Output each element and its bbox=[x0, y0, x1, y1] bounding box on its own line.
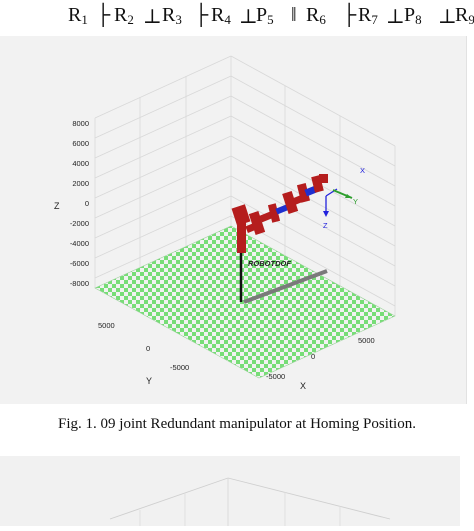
joint-p5: P5 bbox=[256, 4, 274, 27]
z-tick: -6000 bbox=[70, 259, 89, 268]
z-axis: 8000 6000 4000 2000 0 -2000 -4000 -6000 … bbox=[54, 119, 89, 288]
z-tick: 4000 bbox=[72, 159, 89, 168]
frame-x-label: X bbox=[360, 166, 365, 175]
joint-symbol: ‖ bbox=[291, 4, 297, 26]
manipulator-links bbox=[231, 174, 328, 253]
joint-r9: R9 bbox=[455, 4, 474, 27]
y-axis: 5000 0 -5000 Y bbox=[98, 321, 189, 386]
joint-p8: P8 bbox=[404, 4, 422, 27]
rail bbox=[243, 269, 328, 304]
x-axis: 5000 0 -5000 X bbox=[266, 336, 375, 391]
joint-symbol: ⊥ bbox=[386, 6, 405, 28]
frame-z-label: Z bbox=[323, 221, 328, 230]
joint-symbol: ⊥ bbox=[438, 6, 457, 28]
plot-canvas: X Y Z ROBOTDOF 8000 6000 4000 2000 0 -20… bbox=[54, 55, 396, 391]
joint-symbol: ├ bbox=[194, 4, 209, 26]
joint-notation: R1 ├ R2 ⊥ R3 ├ R4 ⊥ P5 ‖ R6 ├ R7 ⊥ P8 ⊥ … bbox=[0, 0, 474, 32]
x-tick: 5000 bbox=[358, 336, 375, 345]
y-tick: 0 bbox=[146, 344, 150, 353]
robot-label: ROBOTDOF bbox=[248, 259, 291, 268]
joint-r4: R4 bbox=[211, 4, 231, 27]
z-tick: -4000 bbox=[70, 239, 89, 248]
joint-symbol: ├ bbox=[96, 4, 111, 26]
z-tick: -2000 bbox=[70, 219, 89, 228]
z-tick: -8000 bbox=[70, 279, 89, 288]
z-tick: 2000 bbox=[72, 179, 89, 188]
z-tick: 0 bbox=[85, 199, 89, 208]
next-figure-plot bbox=[0, 456, 460, 526]
y-axis-label: Y bbox=[146, 376, 152, 386]
joint-r2: R2 bbox=[114, 4, 134, 27]
robot-3d-plot: X Y Z ROBOTDOF 8000 6000 4000 2000 0 -20… bbox=[0, 36, 467, 404]
x-tick: 0 bbox=[311, 352, 315, 361]
next-figure-canvas bbox=[109, 477, 391, 526]
z-tick: 6000 bbox=[72, 139, 89, 148]
z-tick: 8000 bbox=[72, 119, 89, 128]
z-axis-label: Z bbox=[54, 201, 60, 211]
joint-r3: R3 bbox=[162, 4, 182, 27]
joint-r6: R6 bbox=[306, 4, 326, 27]
joint-symbol: ⊥ bbox=[239, 6, 258, 28]
joint-r7: R7 bbox=[358, 4, 378, 27]
joint-symbol: ⊥ bbox=[143, 6, 162, 28]
figure-caption: Fig. 1. 09 joint Redundant manipulator a… bbox=[58, 416, 416, 432]
end-effector-frame: X Y Z bbox=[323, 166, 365, 230]
x-tick: -5000 bbox=[266, 372, 285, 381]
y-tick: -5000 bbox=[170, 363, 189, 372]
joint-r1: R1 bbox=[68, 4, 88, 27]
x-axis-label: X bbox=[300, 381, 306, 391]
joint-symbol: ├ bbox=[342, 4, 357, 26]
y-tick: 5000 bbox=[98, 321, 115, 330]
frame-y-label: Y bbox=[353, 197, 358, 206]
